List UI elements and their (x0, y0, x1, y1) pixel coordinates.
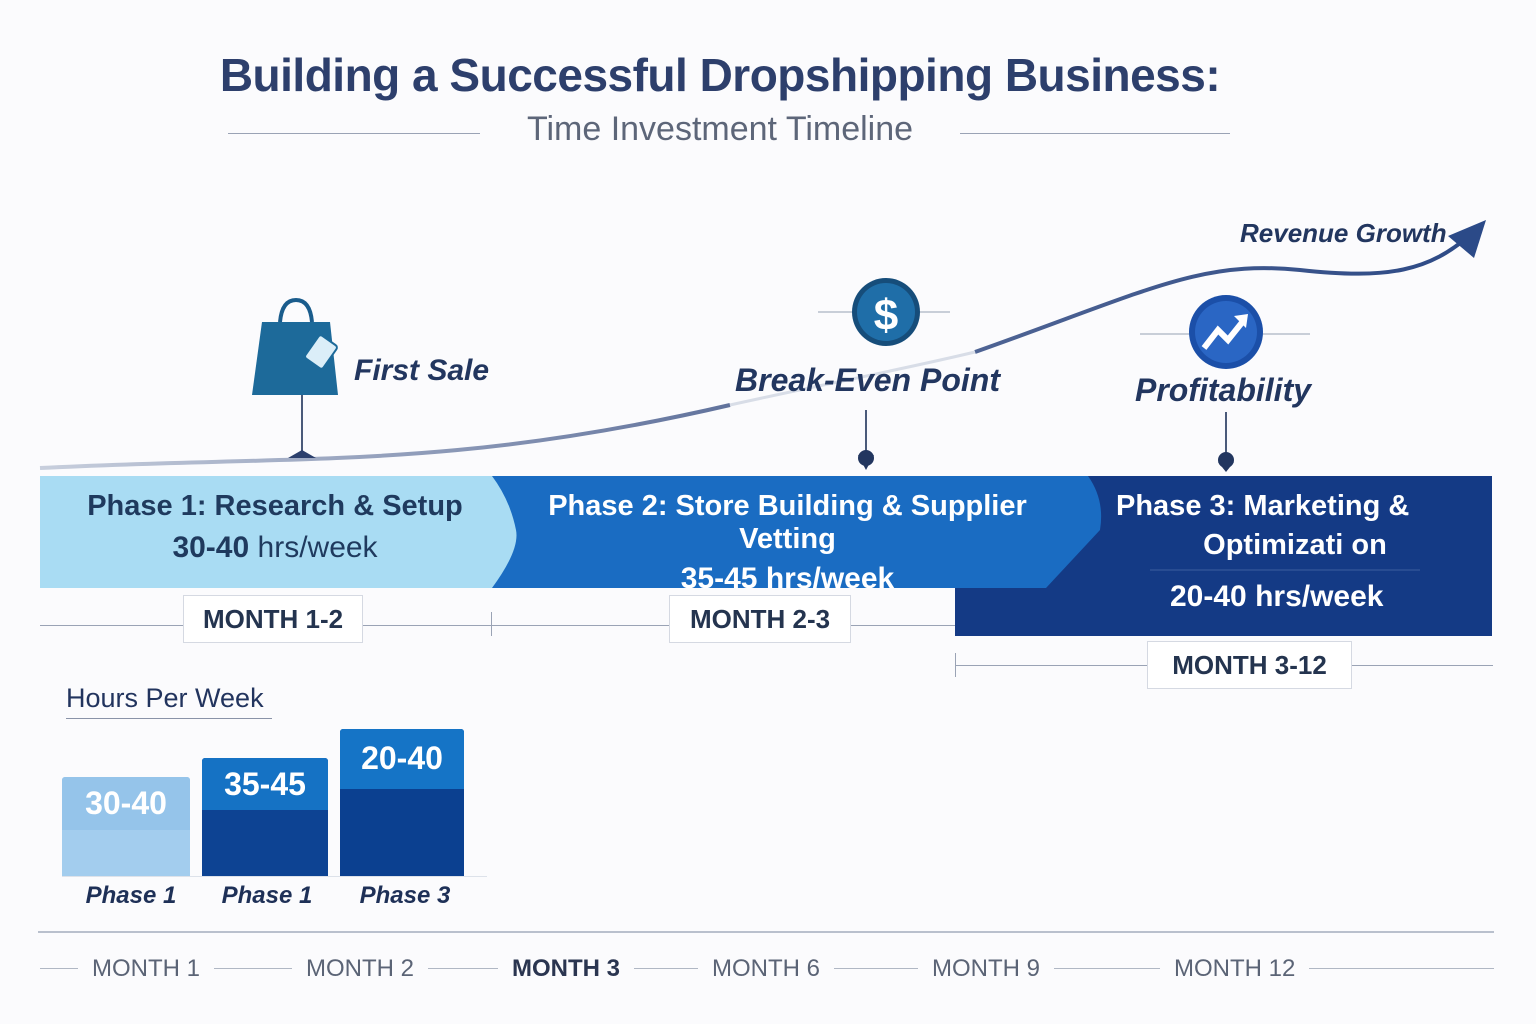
bar-value: 30-40 (62, 777, 190, 830)
arrow-head-icon (1448, 220, 1486, 258)
axis-month-6: MONTH 6 (698, 955, 834, 983)
phase-3-card: Phase 3: Marketing & Optimizati on 20-40… (1100, 490, 1490, 614)
page-subtitle: Time Investment Timeline (526, 110, 914, 148)
milestone-profitability: Profitability (1135, 372, 1312, 408)
axis-month-1: MONTH 1 (78, 955, 214, 983)
shopping-bag-icon (252, 297, 338, 395)
divider (228, 133, 480, 134)
phase-3-title-line1: Phase 3: Marketing & (1116, 490, 1410, 522)
bar-label: Phase 1 (221, 882, 313, 909)
milestone-break-even: Break-Even Point (735, 362, 1000, 398)
phase-1-title: Phase 1: Research & Setup (87, 490, 463, 522)
bar-label: Phase 3 (359, 882, 451, 909)
tick (491, 612, 492, 636)
bar-phase-3: 20-40 (340, 729, 464, 876)
bar-value: 35-45 (202, 758, 328, 810)
phase-band (40, 476, 1420, 588)
phase-2-months: MONTH 2-3 (669, 595, 851, 643)
phase-3-hours: 20-40 hrs/week (1170, 580, 1384, 613)
divider (960, 133, 1230, 134)
svg-text:$: $ (874, 291, 898, 340)
dollar-icon: $ (852, 278, 920, 346)
phase-1-hours-unit: hrs/week (257, 531, 378, 564)
timeline-line (40, 625, 955, 626)
bar-label: Phase 1 (85, 882, 177, 909)
phase-1-card: Phase 1: Research & Setup 30-40 hrs/week (40, 490, 510, 565)
page-title: Building a Successful Dropshipping Busin… (219, 49, 1221, 101)
trend-up-icon (1189, 295, 1263, 369)
phase-2-hours: 35-45 hrs/week (680, 562, 895, 595)
phase-3-months: MONTH 3-12 (1147, 641, 1352, 689)
phase-1-hours: 30-40 hrs/week (40, 531, 510, 565)
growth-line (39, 233, 1472, 470)
hours-chart-title: Hours Per Week (66, 683, 272, 719)
axis-month-3: MONTH 3 (498, 955, 634, 983)
milestone-first-sale: First Sale (354, 354, 490, 387)
phase-3-title-line2: Optimizati on (1203, 529, 1387, 561)
bar-value: 20-40 (340, 729, 464, 789)
hours-bar-chart: 30-40 35-45 20-40 (62, 700, 487, 877)
axis-month-2: MONTH 2 (292, 955, 428, 983)
phase-2-title: Phase 2: Store Building & Supplier Vetti… (548, 490, 1027, 555)
phase-1-hours-num: 30-40 (172, 531, 250, 564)
tick (955, 653, 956, 677)
phase-2-card: Phase 2: Store Building & Supplier Vetti… (510, 490, 1065, 596)
axis-month-12: MONTH 12 (1160, 955, 1310, 983)
axis-month-9: MONTH 9 (918, 955, 1054, 983)
revenue-growth-label: Revenue Growth (1240, 218, 1447, 248)
bar-phase-1: 30-40 (62, 777, 190, 876)
bar-phase-2: 35-45 (202, 758, 328, 876)
phase-1-months: MONTH 1-2 (183, 595, 363, 643)
axis-line (38, 931, 1494, 933)
